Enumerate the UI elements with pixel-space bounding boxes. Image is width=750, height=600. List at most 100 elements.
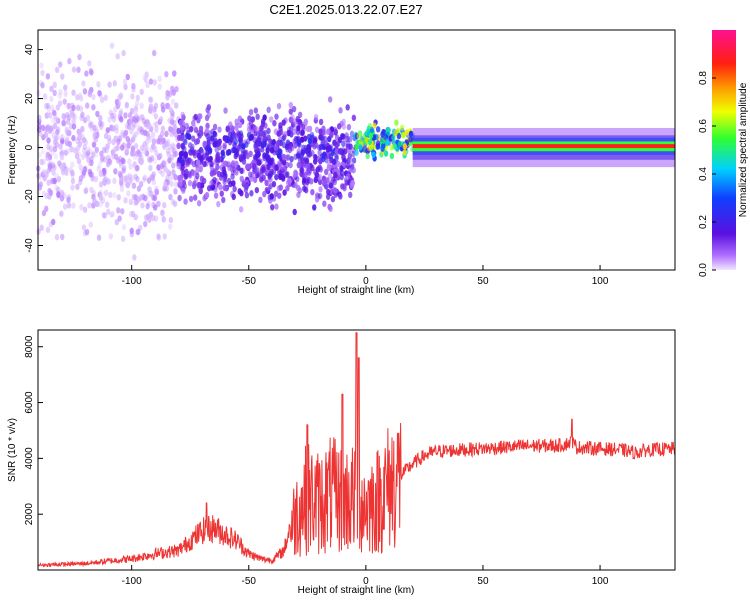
spectrogram-cell: [58, 61, 63, 68]
spectrogram-cell: [338, 107, 343, 114]
colorbar-tick-label: 0.8: [698, 71, 709, 85]
spectrogram-cell: [60, 137, 65, 144]
spectrogram-cell: [46, 143, 51, 151]
spectrogram-cell: [77, 129, 83, 136]
spectrogram-cell: [123, 197, 128, 204]
spectrogram-cell: [341, 154, 347, 161]
spectrogram-cells: [36, 42, 675, 261]
spectrogram-cell: [358, 144, 363, 151]
spectrogram-cell: [124, 180, 129, 188]
spectrogram-cell: [121, 131, 126, 138]
spectrogram-cell: [110, 149, 116, 156]
spectrogram-cell: [249, 190, 254, 197]
spectrogram-cell: [300, 149, 306, 156]
spectrogram-cell: [60, 233, 65, 241]
spectrogram-cell: [346, 123, 352, 131]
spectrogram-cell: [168, 174, 174, 181]
spectrogram-cell: [152, 204, 158, 211]
spectrogram-cell: [140, 128, 145, 136]
spectrogram-cell: [70, 172, 75, 179]
spectrogram-cell: [322, 179, 328, 186]
spectrogram-cell: [281, 159, 287, 166]
spectrogram-cell: [391, 134, 396, 142]
spectrogram-cell: [87, 120, 93, 127]
spectrogram-cell: [149, 190, 154, 197]
spectrogram-cell: [85, 114, 91, 122]
spectrogram-cell: [196, 152, 202, 159]
spectrogram-cell: [65, 118, 71, 125]
spectrogram-cell: [59, 195, 65, 202]
spectrogram-cell: [126, 190, 131, 197]
spectrogram-cell: [103, 94, 108, 102]
spectrogram-cell: [350, 166, 355, 174]
spectrogram-cell: [54, 184, 59, 192]
spectrogram-cell: [310, 164, 315, 172]
spectrogram-cell: [195, 137, 200, 145]
spectrogram-cell: [233, 138, 238, 146]
spectrogram-cell: [40, 124, 46, 132]
spectrogram-cell: [80, 133, 85, 141]
spectrogram-cell: [170, 198, 176, 206]
spectrogram-cell: [244, 141, 249, 148]
spectrogram-cell: [375, 140, 381, 147]
spectrogram-cell: [77, 92, 83, 99]
spectrogram-cell: [81, 80, 86, 87]
spectrogram-cell: [231, 160, 236, 167]
spectrogram-cell: [184, 122, 190, 130]
spectrogram-cell: [372, 122, 377, 129]
spectrogram-cell: [367, 123, 373, 130]
spectrogram-cell: [108, 159, 113, 166]
spectrogram-cell: [119, 180, 124, 188]
spectrogram-cell: [161, 137, 166, 144]
spectrogram-cell: [142, 74, 147, 81]
spectrogram-cell: [394, 119, 399, 126]
spectrogram-cell: [173, 150, 179, 158]
spectrogram-cell: [99, 150, 104, 158]
spectrogram-cell: [133, 131, 138, 138]
spectrogram-cell: [54, 173, 60, 180]
colorbar-tick-label: 0.6: [698, 119, 709, 133]
spectrogram-cell: [249, 133, 255, 141]
spectrogram-cell: [128, 118, 133, 126]
spectrogram-cell: [161, 159, 166, 166]
spectrogram-cell: [102, 156, 108, 163]
spectrogram-cell: [189, 158, 194, 165]
spectrogram-cell: [53, 112, 58, 120]
spectrogram-cell: [78, 163, 83, 171]
spectrogram-cell: [278, 173, 283, 181]
spectrogram-cell: [144, 138, 150, 145]
spectrogram-cell: [325, 193, 331, 200]
spectrogram-cell: [70, 184, 75, 191]
spectrogram-cell: [183, 138, 188, 146]
spectrogram-cell: [178, 151, 184, 158]
spectrogram-cell: [51, 169, 56, 176]
y-tick-label: 6000: [24, 391, 35, 414]
spectrogram-cell: [318, 134, 323, 141]
spectrogram-cell: [223, 107, 228, 114]
spectrogram-cell: [147, 122, 152, 130]
spectrogram-cell: [321, 155, 326, 163]
spectrogram-cell: [181, 187, 186, 194]
spectrogram-panel: -100 -50 0 50 100 -40 -20 0 20 40 Height of stra…: [7, 29, 676, 296]
spectrogram-cell: [158, 116, 164, 123]
spectrogram-cell: [408, 130, 414, 137]
spectrogram-cell: [310, 188, 315, 196]
spectrogram-cell: [44, 205, 49, 212]
spectrogram-cell: [288, 108, 293, 115]
spectrogram-cell: [295, 128, 301, 136]
spectrogram-cell: [267, 138, 273, 145]
spectrogram-cell: [53, 153, 59, 160]
spectrogram-cell: [108, 211, 114, 219]
spectrogram-cell: [305, 178, 310, 186]
spectrogram-cell: [102, 191, 107, 198]
spectrogram-cell: [60, 133, 65, 141]
spectrogram-cell: [61, 112, 66, 120]
spectrogram-cell: [383, 150, 389, 157]
spectrogram-cell: [348, 136, 353, 143]
spectrogram-cell: [162, 233, 167, 240]
spectrogram-cell: [339, 169, 345, 177]
spectrogram-cell: [289, 116, 294, 124]
spectrogram-cell: [278, 129, 284, 136]
spectrogram-cell: [78, 175, 84, 182]
spectrogram-cell: [221, 196, 226, 204]
